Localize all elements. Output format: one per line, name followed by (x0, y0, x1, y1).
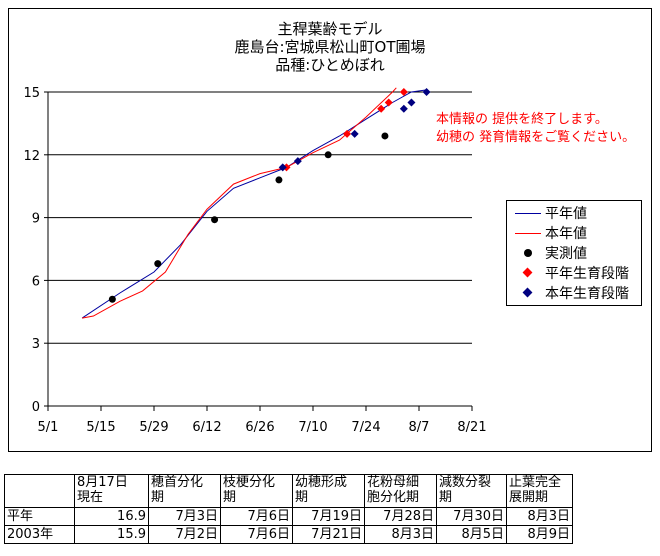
legend-diamond-current-stage (522, 287, 533, 298)
x-tick-label: 5/15 (86, 420, 115, 435)
table-cell: 15.9 (74, 525, 149, 544)
chart-subtitle-variety: 品種:ひとめぼれ (275, 56, 385, 74)
table-cell: 2003年 (4, 525, 75, 544)
table-row-2003: 2003年 15.9 7月2日 7月6日 7月21日 8月3日 8月5日 8月9… (4, 525, 573, 544)
hdr-l2: 現在 (77, 490, 104, 505)
hdr-l2: 期 (151, 490, 165, 505)
table-cell: 7月21日 (292, 525, 365, 544)
hdr-l1: 枝梗分化 (223, 475, 276, 491)
point-current-stage (422, 88, 431, 96)
point-normal-stage (343, 129, 352, 138)
table-cell: 7月19日 (292, 507, 365, 526)
hdr-l1: 穂首分化 (151, 475, 204, 491)
hdr-l1: 8月17日 (77, 475, 128, 491)
notice-line-2: 幼穂の 発育情報をご覧ください。 (436, 130, 636, 145)
table-header-cell: 8月17日 現在 (74, 474, 149, 508)
table-header-cell (4, 474, 75, 508)
hdr-l1: 幼穂形成 (295, 475, 348, 491)
legend-item-normal-stage: 平年生育段階 (511, 264, 629, 282)
hdr-l2: 期 (223, 490, 237, 505)
hdr-l1: 止葉完全 (509, 475, 562, 491)
chart-subtitle-location: 鹿島台:宮城県松山町OT圃場 (234, 38, 426, 56)
legend-item-current-stage: 本年生育段階 (511, 284, 629, 302)
table-cell: 平年 (4, 507, 75, 526)
table-header-cell: 止葉完全 展開期 (506, 474, 573, 508)
table-row-normal: 平年 16.9 7月3日 7月6日 7月19日 7月28日 7月30日 8月3日 (4, 507, 573, 526)
legend-line-normal (515, 213, 541, 214)
point-current-stage (407, 98, 416, 107)
point-measured (324, 151, 332, 159)
chart-title: 主稈葉齢モデル (277, 20, 383, 38)
hdr-l2: 胞分化期 (367, 490, 420, 505)
x-tick-label: 6/26 (245, 420, 274, 435)
legend-label: 平年値 (545, 206, 587, 222)
legend-label: 本年値 (545, 226, 587, 242)
table-cell: 7月2日 (148, 525, 221, 544)
hdr-l2: 期 (439, 490, 453, 505)
chart-legend: 平年値 本年値 実測値 平年生育段階 本年生育段階 (506, 200, 642, 306)
point-current-stage (350, 129, 359, 138)
table-cell: 16.9 (74, 507, 149, 526)
y-tick-label: 6 (32, 274, 40, 289)
series-normal-line (81, 89, 427, 319)
table-cell: 8月9日 (506, 525, 573, 544)
hdr-l2: 展開期 (509, 490, 549, 505)
x-tick-label: 7/10 (298, 420, 327, 435)
table-header-cell: 枝梗分化期 (220, 474, 293, 508)
point-measured (275, 176, 283, 184)
legend-diamond-normal-stage (522, 267, 533, 278)
table-cell: 8月5日 (436, 525, 507, 544)
point-measured (108, 295, 116, 303)
x-tick-label: 5/1 (38, 420, 59, 435)
y-tick-label: 15 (23, 86, 40, 101)
hdr-l1: 減数分裂 (439, 475, 492, 491)
legend-item-normal: 平年値 (511, 204, 587, 222)
point-measured (154, 260, 162, 268)
table-cell: 8月3日 (506, 507, 573, 526)
table-cell: 7月30日 (436, 507, 507, 526)
legend-line-current (515, 233, 541, 234)
point-current-stage (399, 104, 408, 113)
point-normal-stage (399, 88, 408, 96)
legend-item-current: 本年値 (511, 224, 587, 242)
point-measured (211, 216, 219, 224)
legend-item-measured: 実測値 (511, 244, 587, 262)
growth-stage-table: 8月17日 現在 穂首分化期 枝梗分化期 幼穂形成期 花粉母細 胞分化期 減数分裂期… (4, 474, 573, 544)
table-cell: 7月6日 (220, 525, 293, 544)
table-header-row: 8月17日 現在 穂首分化期 枝梗分化期 幼穂形成期 花粉母細 胞分化期 減数分裂期… (4, 474, 573, 508)
point-normal-stage (384, 98, 393, 107)
y-tick-label: 3 (32, 337, 40, 352)
point-current-stage (293, 157, 302, 166)
table-cell: 8月3日 (364, 525, 437, 544)
table-header-cell: 幼穂形成期 (292, 474, 365, 508)
x-tick-label: 8/21 (457, 420, 486, 435)
hdr-l2: 期 (295, 490, 309, 505)
legend-dot-measured (524, 249, 532, 257)
table-cell: 7月6日 (220, 507, 293, 526)
table-cell: 7月3日 (148, 507, 221, 526)
table-header-cell: 花粉母細 胞分化期 (364, 474, 437, 508)
point-measured (381, 132, 389, 140)
x-tick-label: 6/12 (192, 420, 221, 435)
point-normal-stage (377, 104, 386, 113)
hdr-l1: 花粉母細 (367, 475, 420, 491)
notice-line-1: 本情報の 提供を終了します。 (436, 112, 608, 127)
point-current-stage (278, 163, 287, 172)
table-header-cell: 減数分裂期 (436, 474, 507, 508)
chart-frame (8, 8, 652, 452)
legend-label: 実測値 (545, 246, 587, 262)
x-tick-label: 5/29 (139, 420, 168, 435)
legend-label: 平年生育段階 (545, 266, 629, 282)
y-tick-label: 0 (32, 400, 40, 415)
legend-label: 本年生育段階 (545, 286, 629, 302)
x-tick-label: 8/7 (409, 420, 430, 435)
y-tick-label: 12 (23, 149, 40, 164)
table-header-cell: 穂首分化期 (148, 474, 221, 508)
y-tick-label: 9 (32, 212, 40, 227)
series-current-line (82, 87, 397, 319)
x-tick-label: 7/24 (351, 420, 380, 435)
table-cell: 7月28日 (364, 507, 437, 526)
